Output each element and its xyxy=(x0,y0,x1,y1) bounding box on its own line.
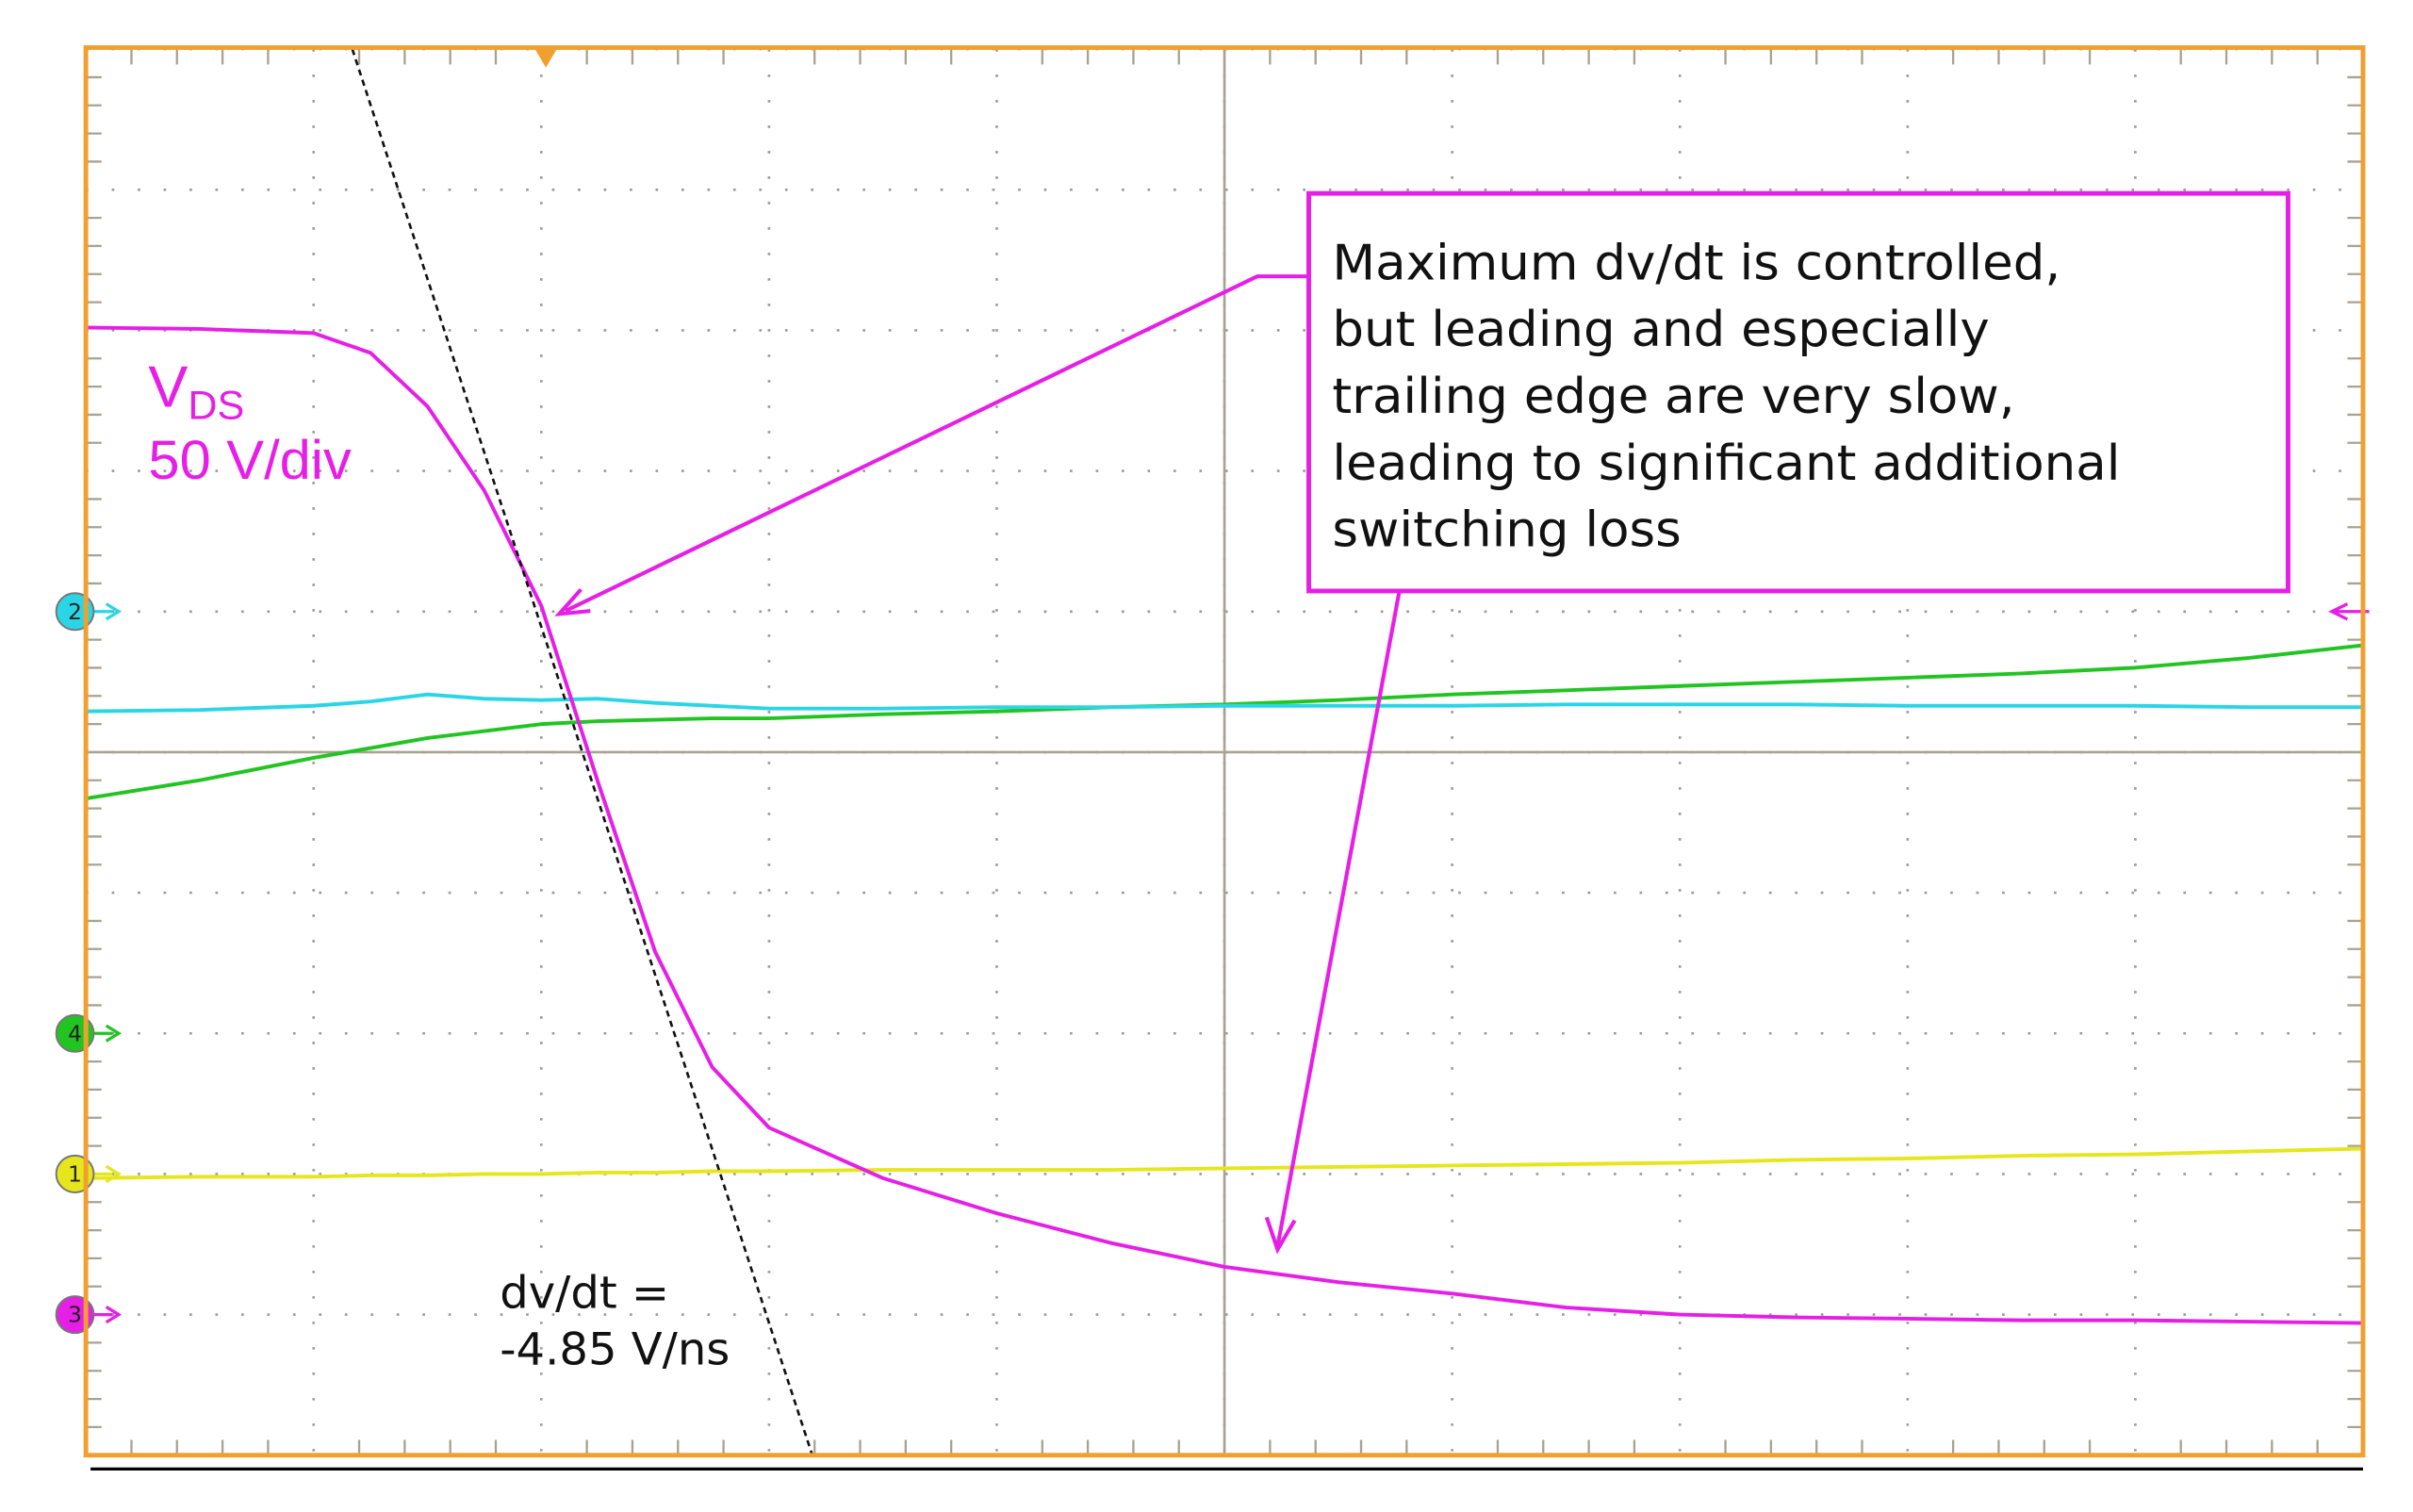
trace xyxy=(86,325,2364,1325)
note-arrow xyxy=(564,274,1309,613)
slope-value: -4.85 V/ns xyxy=(500,1324,730,1376)
legend-label: 4 xyxy=(68,1023,82,1047)
arrow-head xyxy=(1264,1216,1297,1255)
marker-arrow-head xyxy=(105,1306,123,1324)
arrow-head xyxy=(554,587,591,616)
trace xyxy=(86,1146,2364,1180)
marker-arrow-head xyxy=(105,1024,123,1043)
frame xyxy=(83,45,2366,1458)
trace xyxy=(85,643,2364,801)
note-line: switching loss xyxy=(1332,501,1681,558)
note-box xyxy=(1306,190,2290,594)
note-line: Maximum dv/dt is controlled, xyxy=(1332,235,2060,291)
traces xyxy=(85,325,2364,1325)
trace-symbol: V xyxy=(148,354,188,419)
note-line: trailing edge are very slow, xyxy=(1332,368,2014,424)
trigger-position xyxy=(534,49,557,68)
trace xyxy=(86,692,2363,714)
legend-label: 3 xyxy=(68,1304,82,1328)
marker-arrow-head xyxy=(105,602,123,621)
note-arrow xyxy=(1275,590,1402,1247)
note-line: leading to significant additional xyxy=(1332,435,2120,491)
tangent xyxy=(351,48,814,1456)
trace-scale: 50 V/div xyxy=(148,429,352,491)
legend-label: 1 xyxy=(68,1163,82,1188)
legend-label: 2 xyxy=(68,600,82,625)
marker-arrow-head xyxy=(105,1164,123,1183)
slope-label: dv/dt = xyxy=(500,1268,669,1320)
trace-subscript: DS xyxy=(188,384,244,429)
trace-label: VDS xyxy=(148,354,244,428)
note-line: but leading and especially xyxy=(1332,302,1989,358)
note-text: Maximum dv/dt is controlled, but leading … xyxy=(1332,235,2120,559)
